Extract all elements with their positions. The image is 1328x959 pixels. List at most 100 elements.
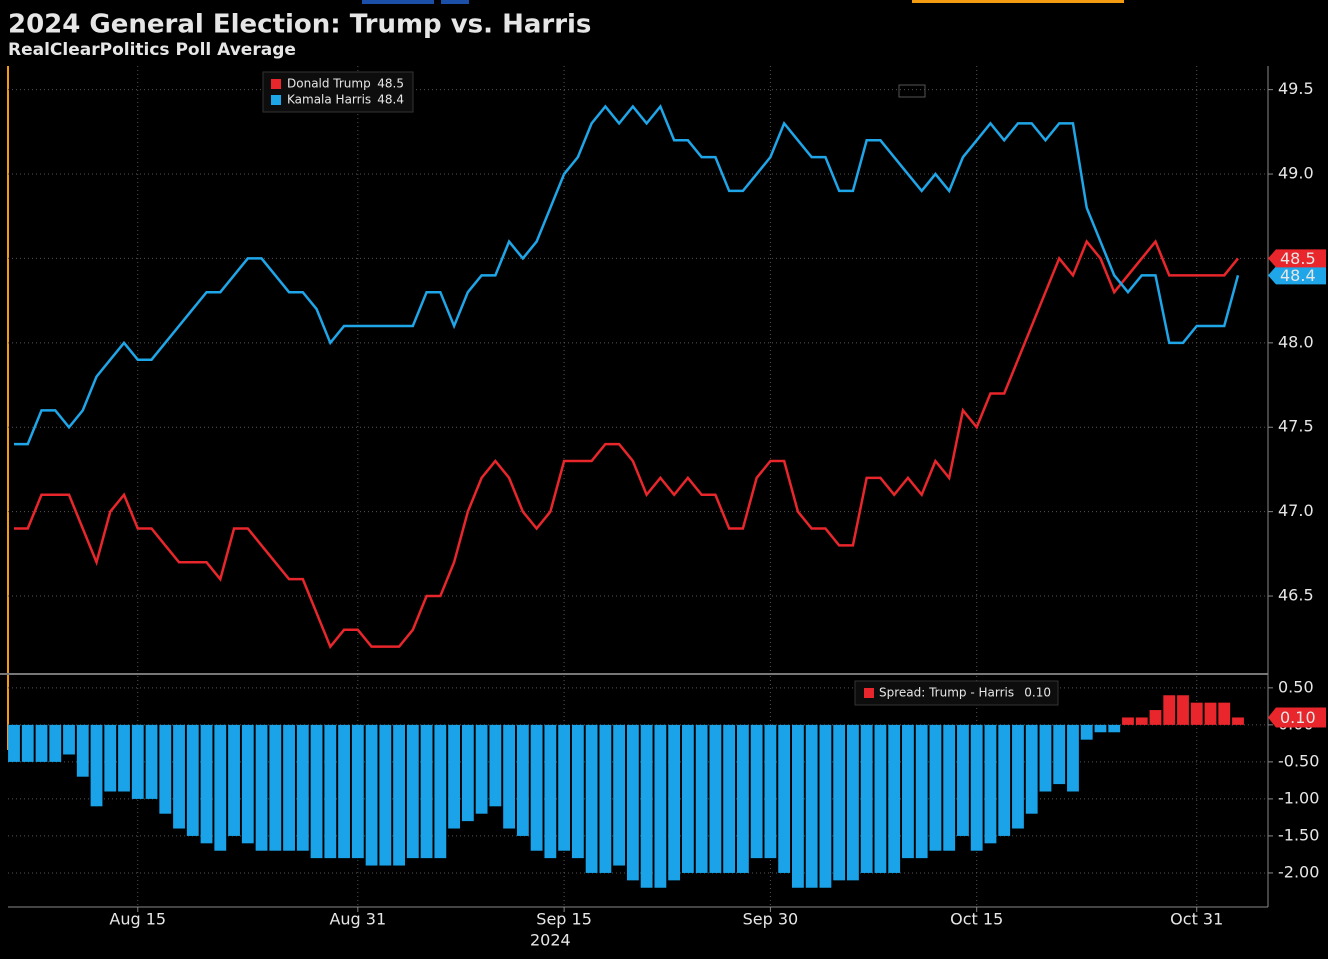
- legend-label: Kamala Harris: [287, 93, 371, 107]
- bar: [723, 724, 736, 873]
- chart-subtitle: RealClearPolitics Poll Average: [8, 40, 296, 60]
- bar: [819, 724, 832, 888]
- value-badge-label: 48.4: [1280, 266, 1316, 285]
- toolbar-tab: [912, 0, 1124, 3]
- x-tick-label: Aug 31: [329, 910, 386, 929]
- bar: [1108, 724, 1121, 733]
- bar: [1122, 717, 1134, 725]
- bar: [310, 724, 323, 859]
- bar: [626, 724, 639, 881]
- bar: [1232, 717, 1244, 725]
- bar: [1163, 695, 1176, 725]
- bar: [49, 724, 62, 762]
- bar: [214, 724, 227, 851]
- y-tick-label: -1.00: [1278, 788, 1319, 807]
- value-badge-label: 48.5: [1280, 249, 1316, 268]
- bar: [406, 724, 419, 859]
- bar: [544, 724, 557, 859]
- bar: [8, 724, 20, 762]
- bar: [1012, 724, 1024, 829]
- bar: [709, 724, 722, 873]
- bar: [186, 724, 199, 836]
- x-tick-label: Sep 30: [743, 910, 799, 929]
- legend-swatch: [271, 95, 281, 105]
- bar: [1177, 695, 1189, 725]
- bar: [90, 724, 103, 807]
- bar: [695, 724, 708, 873]
- bar: [76, 724, 89, 777]
- bar: [131, 724, 144, 799]
- legend-label: Donald Trump: [287, 77, 371, 91]
- bar: [640, 724, 653, 888]
- bar: [585, 724, 598, 873]
- bar: [159, 724, 172, 814]
- bar: [778, 724, 791, 873]
- bar: [1204, 702, 1217, 725]
- y-tick-label: -0.50: [1278, 751, 1319, 770]
- bar: [860, 724, 873, 873]
- bar: [35, 724, 48, 762]
- bar: [791, 724, 804, 888]
- value-badge-label: 0.10: [1280, 708, 1316, 727]
- y-tick-label: 49.0: [1278, 164, 1314, 183]
- bar: [1039, 724, 1052, 792]
- bar: [929, 724, 942, 851]
- bar: [63, 724, 75, 755]
- line-series: [14, 239, 1239, 650]
- bar: [530, 724, 543, 851]
- bar: [984, 724, 997, 844]
- bar: [1067, 724, 1079, 792]
- bar: [296, 724, 309, 851]
- y-tick-label: 46.5: [1278, 586, 1314, 605]
- y-tick-label: 47.5: [1278, 417, 1314, 436]
- bar: [393, 724, 405, 866]
- bar: [805, 724, 818, 888]
- y-tick-label: -2.00: [1278, 862, 1319, 881]
- bar: [379, 724, 392, 866]
- y-tick-label: 49.5: [1278, 79, 1314, 98]
- bar: [448, 724, 461, 829]
- bar: [970, 724, 983, 851]
- bar: [324, 724, 337, 859]
- bar: [434, 724, 447, 859]
- x-tick-label: Aug 15: [109, 910, 166, 929]
- bar: [654, 724, 667, 888]
- legend-value: 48.4: [377, 93, 404, 107]
- value-badge: [1268, 707, 1326, 728]
- chart-title: 2024 General Election: Trump vs. Harris: [8, 10, 591, 40]
- bar: [475, 724, 488, 814]
- y-tick-label: 0.50: [1278, 677, 1314, 696]
- bar: [902, 724, 914, 859]
- bar: [1218, 702, 1231, 725]
- bar: [104, 724, 117, 792]
- bar: [599, 724, 612, 873]
- bar: [571, 724, 584, 859]
- bar: [668, 724, 681, 881]
- bar: [1094, 724, 1107, 733]
- toolbar-tab: [441, 0, 469, 4]
- x-axis-label: 2024: [530, 931, 571, 950]
- bar: [228, 724, 240, 836]
- x-tick-label: Sep 15: [536, 910, 592, 929]
- bar: [915, 724, 928, 859]
- bar: [998, 724, 1011, 836]
- x-tick-label: Oct 15: [950, 910, 1003, 929]
- value-badge: [1268, 266, 1326, 285]
- bar: [736, 724, 749, 873]
- y-tick-label: -1.50: [1278, 825, 1319, 844]
- legend-swatch: [271, 79, 281, 89]
- bar: [21, 724, 34, 762]
- bar: [420, 724, 433, 859]
- bar: [269, 724, 282, 851]
- bar: [1053, 724, 1066, 785]
- bar: [1080, 724, 1093, 740]
- bar: [489, 724, 502, 807]
- panel-button[interactable]: [898, 84, 926, 98]
- legend-box: [854, 680, 1059, 706]
- bar: [558, 724, 571, 851]
- legend-box: [262, 71, 414, 113]
- bar: [255, 724, 268, 851]
- legend-swatch: [864, 688, 874, 698]
- legend-label: Spread: Trump - Harris: [879, 686, 1014, 700]
- bar: [351, 724, 364, 859]
